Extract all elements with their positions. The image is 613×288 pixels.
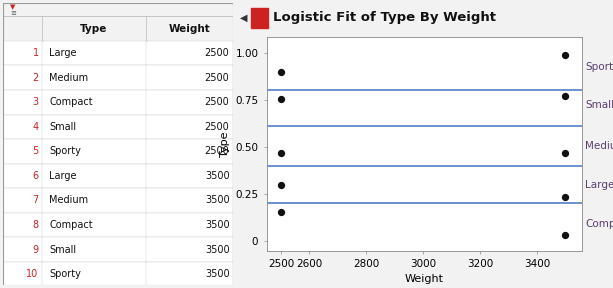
Bar: [3, 188, 233, 213]
Text: 8: 8: [32, 220, 39, 230]
Text: Medium: Medium: [49, 196, 88, 205]
Text: Weight: Weight: [169, 24, 210, 34]
Text: 5: 5: [32, 146, 39, 156]
Point: [276, 70, 286, 75]
Point: [276, 151, 286, 156]
Text: ▼: ▼: [10, 5, 15, 11]
Point: [560, 151, 570, 156]
Text: 7: 7: [32, 196, 39, 205]
Text: Medium: Medium: [49, 73, 88, 83]
Bar: [3, 115, 233, 139]
Text: Logistic Fit of Type By Weight: Logistic Fit of Type By Weight: [273, 12, 496, 24]
Bar: [3, 3, 233, 16]
Text: Compact: Compact: [585, 219, 613, 229]
Text: Sporty: Sporty: [585, 62, 613, 72]
Text: 2500: 2500: [205, 122, 229, 132]
Text: Small: Small: [49, 122, 76, 132]
Text: Large: Large: [49, 171, 77, 181]
Text: 10: 10: [26, 269, 39, 279]
Bar: [3, 41, 233, 65]
Text: 1: 1: [32, 48, 39, 58]
Text: Small: Small: [585, 100, 613, 110]
Text: 2500: 2500: [205, 97, 229, 107]
Text: 3500: 3500: [205, 220, 229, 230]
Text: 9: 9: [32, 245, 39, 255]
Point: [560, 194, 570, 199]
Text: 2500: 2500: [205, 73, 229, 83]
Text: 3500: 3500: [205, 196, 229, 205]
Text: 3: 3: [32, 97, 39, 107]
Bar: [3, 65, 233, 90]
Text: Type: Type: [80, 24, 107, 34]
Text: Medium: Medium: [585, 141, 613, 151]
Bar: [3, 90, 233, 115]
Text: 3500: 3500: [205, 171, 229, 181]
Bar: [3, 16, 233, 41]
Text: 2500: 2500: [205, 146, 229, 156]
Text: 6: 6: [32, 171, 39, 181]
Text: Compact: Compact: [49, 220, 93, 230]
Text: 4: 4: [32, 122, 39, 132]
Text: Small: Small: [49, 245, 76, 255]
Text: Sporty: Sporty: [49, 269, 81, 279]
Point: [560, 233, 570, 238]
Text: Sporty: Sporty: [49, 146, 81, 156]
Text: 3500: 3500: [205, 269, 229, 279]
Point: [276, 96, 286, 101]
Text: 2: 2: [32, 73, 39, 83]
Point: [560, 53, 570, 58]
X-axis label: Weight: Weight: [405, 274, 444, 285]
Text: 3500: 3500: [205, 245, 229, 255]
Text: ◀: ◀: [240, 13, 248, 23]
Text: Large: Large: [49, 48, 77, 58]
Text: 2500: 2500: [205, 48, 229, 58]
Point: [560, 94, 570, 98]
Bar: [3, 237, 233, 262]
Point: [276, 210, 286, 214]
Bar: [3, 213, 233, 237]
Text: Large: Large: [585, 181, 613, 190]
Point: [276, 183, 286, 188]
Bar: [3, 262, 233, 286]
Y-axis label: Type: Type: [219, 131, 230, 157]
Bar: [3, 139, 233, 164]
Bar: [3, 164, 233, 188]
Bar: [251, 8, 267, 28]
Text: ≡: ≡: [10, 10, 16, 16]
Text: Compact: Compact: [49, 97, 93, 107]
